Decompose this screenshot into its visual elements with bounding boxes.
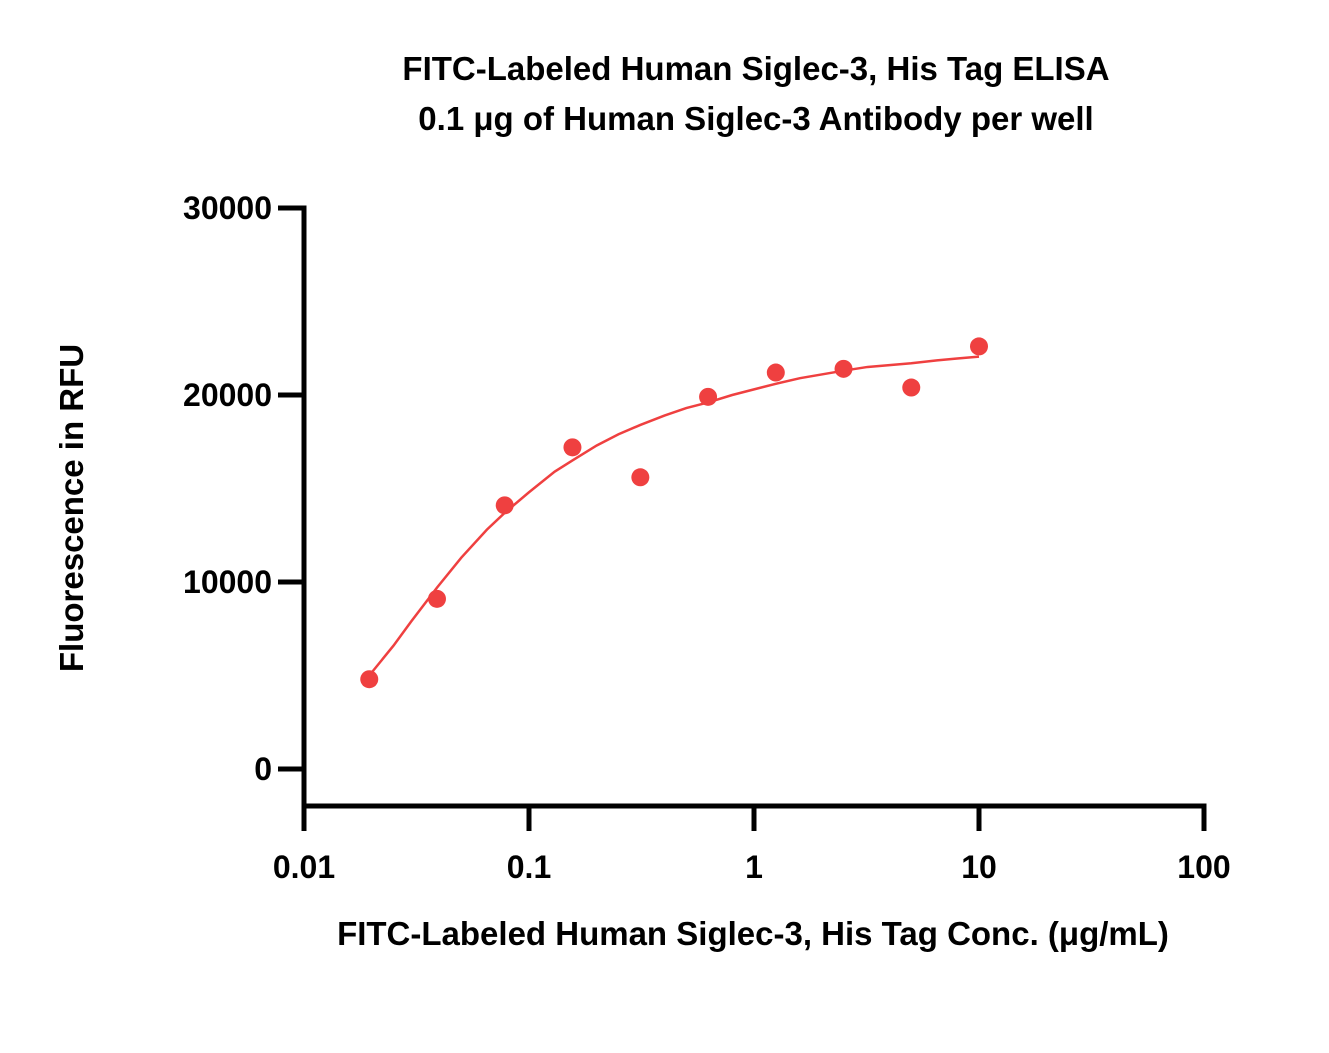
y-tick-label: 0 [254, 751, 272, 787]
x-tick-label: 0.01 [273, 849, 335, 885]
data-point [360, 670, 379, 689]
x-tick-label: 100 [1177, 849, 1230, 885]
data-point [563, 438, 582, 457]
data-point [766, 363, 785, 382]
x-axis-label: FITC-Labeled Human Siglec-3, His Tag Con… [337, 915, 1169, 952]
data-point [970, 337, 988, 356]
data-point [495, 496, 514, 515]
plot-area: 0 10000 20000 30000 0.01 0.1 1 10 100 [183, 190, 1231, 885]
y-axis-label: Fluorescence in RFU [53, 344, 90, 672]
chart-subtitle: 0.1 μg of Human Siglec-3 Antibody per we… [418, 100, 1093, 137]
fit-curve [368, 355, 980, 677]
y-tick-label: 20000 [183, 377, 272, 413]
x-tick-label: 1 [745, 849, 763, 885]
x-tick-label: 0.1 [507, 849, 551, 885]
x-tick-label: 10 [961, 849, 997, 885]
data-point [834, 359, 853, 378]
y-tick-label: 10000 [183, 564, 272, 600]
data-point [699, 387, 718, 406]
data-point [427, 589, 446, 608]
chart-title: FITC-Labeled Human Siglec-3, His Tag ELI… [402, 50, 1109, 87]
y-tick-label: 30000 [183, 190, 272, 226]
data-point [902, 378, 921, 397]
data-point [631, 468, 650, 487]
